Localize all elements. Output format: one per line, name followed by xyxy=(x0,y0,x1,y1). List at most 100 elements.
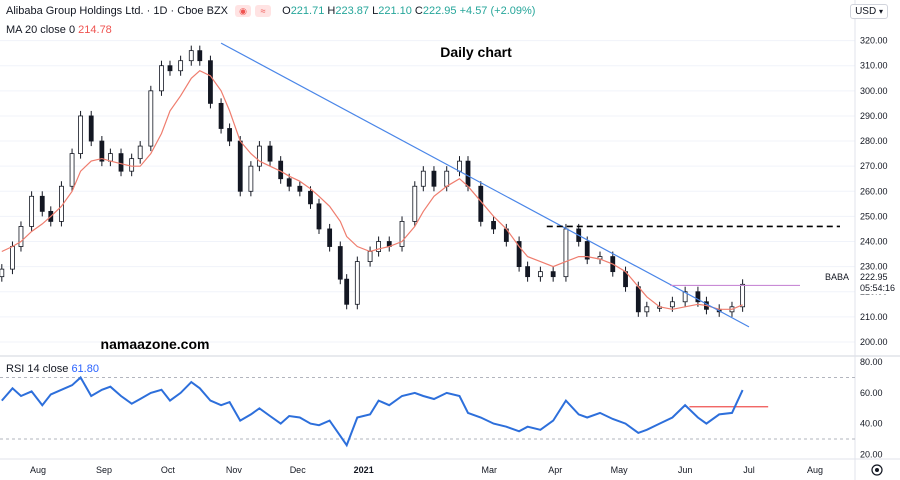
candle-body xyxy=(248,165,254,192)
rsi-tick-label: 40.00 xyxy=(860,419,883,429)
rsi-tick-label: 20.00 xyxy=(860,449,883,459)
time-tick-label: Oct xyxy=(161,465,176,475)
price-tick-label: 200.00 xyxy=(860,337,888,347)
candle-body xyxy=(0,268,5,278)
candle-body xyxy=(444,170,450,187)
rsi-tick-label: 60.00 xyxy=(860,388,883,398)
candle-body xyxy=(10,246,15,270)
rsi-axis[interactable]: 20.00 40.00 60.00 80.00 xyxy=(860,357,883,459)
candle-body xyxy=(327,228,333,247)
time-axis[interactable]: Aug Sep Oct Nov Dec 2021 Mar Apr May Jun Jul Aug xyxy=(30,465,823,475)
time-tick-label: Dec xyxy=(290,465,307,475)
rsi-legend[interactable]: RSI 14 close 61.80 xyxy=(6,363,99,375)
candle-body xyxy=(178,60,184,72)
price-tick-label: 290.00 xyxy=(860,111,888,121)
currency-selector[interactable]: USD ▾ xyxy=(850,4,888,19)
rsi-pane[interactable]: 20.00 40.00 60.00 80.00 xyxy=(0,357,883,459)
ma-label[interactable]: MA 20 close 0 xyxy=(6,24,76,36)
watermark-text: namaazone.com xyxy=(101,336,210,352)
last-price-tag-bg xyxy=(856,270,898,294)
candle-body xyxy=(465,160,471,187)
candle-body xyxy=(197,50,203,62)
candle-body xyxy=(237,140,243,192)
symbol-name[interactable]: Alibaba Group Holdings Ltd. xyxy=(6,5,144,17)
candle-body xyxy=(148,90,154,147)
legend-separator: · xyxy=(146,5,154,17)
legend-separator: · xyxy=(170,5,178,17)
candle-body xyxy=(431,170,437,187)
chevron-down-icon: ▾ xyxy=(878,7,883,16)
candle-body xyxy=(167,65,173,72)
candle-body xyxy=(344,278,350,305)
interval[interactable]: 1D xyxy=(153,5,168,17)
candle-body xyxy=(695,291,701,303)
low-value: 221.10 xyxy=(378,5,412,17)
candle-body xyxy=(525,266,531,278)
time-tick-label: Jul xyxy=(743,465,755,475)
low-label: L xyxy=(372,5,379,17)
last-price-tag: 222.95 05:54:16 xyxy=(856,270,898,294)
time-tick-label: Mar xyxy=(482,465,498,475)
currency-label: USD xyxy=(855,6,877,17)
candle-body xyxy=(39,195,45,212)
change-value: +4.57 (+2.09%) xyxy=(459,5,536,17)
candle-body xyxy=(88,115,94,142)
price-tick-label: 270.00 xyxy=(860,161,888,171)
time-tick-label: May xyxy=(611,465,629,475)
candle-body xyxy=(376,241,382,252)
price-tick-label: 230.00 xyxy=(860,262,888,272)
candle-body xyxy=(491,221,496,230)
compare-icon[interactable]: ≈ xyxy=(255,5,272,18)
candle-body xyxy=(537,271,543,278)
rsi-gridlines xyxy=(0,377,855,440)
price-tick-label: 250.00 xyxy=(860,211,888,221)
exchange: Cboe BZX xyxy=(177,5,228,17)
time-tick-label: Aug xyxy=(807,465,823,475)
candle-body xyxy=(316,203,322,230)
candle-body xyxy=(635,286,641,313)
gear-ring xyxy=(871,464,883,476)
time-tick-label: Nov xyxy=(226,465,243,475)
candle-body xyxy=(669,301,675,308)
candle-body xyxy=(267,145,273,162)
candle-body xyxy=(412,185,418,222)
ma-legend[interactable]: MA 20 close 0 214.78 xyxy=(6,24,112,36)
rsi-line xyxy=(1,375,744,448)
candle-body xyxy=(18,226,24,247)
last-price-value: 222.95 xyxy=(860,272,888,282)
settings-gear-icon[interactable] xyxy=(871,464,883,476)
candle-body xyxy=(740,283,746,308)
price-tick-label: 240.00 xyxy=(860,237,888,247)
candle-body xyxy=(188,50,194,62)
candle-body xyxy=(208,60,213,104)
open-label: O xyxy=(282,5,291,17)
ma20-line xyxy=(1,69,743,310)
candle-body xyxy=(644,306,650,313)
candle-body xyxy=(227,128,232,142)
price-axis[interactable]: 200.00210.00220.00230.00240.00250.00260.… xyxy=(860,36,888,347)
descending-trendline[interactable] xyxy=(220,42,750,328)
price-tick-label: 310.00 xyxy=(860,61,888,71)
visibility-eye-icon[interactable]: ◉ xyxy=(235,5,252,18)
candle-body xyxy=(550,271,556,278)
time-tick-label: 2021 xyxy=(354,465,374,475)
price-tick-label: 210.00 xyxy=(860,312,888,322)
candle-body xyxy=(457,160,462,172)
price-gridlines xyxy=(0,40,855,343)
candle-body xyxy=(308,190,313,205)
time-tick-label: Sep xyxy=(96,465,112,475)
candle-body xyxy=(367,251,373,262)
rsi-label[interactable]: RSI 14 close xyxy=(6,363,69,375)
candle-body xyxy=(129,158,135,172)
high-value: 223.87 xyxy=(335,5,370,17)
rsi-tick-label: 80.00 xyxy=(860,357,883,367)
candle-body xyxy=(78,115,83,155)
candle-body xyxy=(420,170,426,187)
candle-body xyxy=(118,153,124,172)
candle-body xyxy=(159,65,164,92)
open-value: 221.71 xyxy=(290,5,325,17)
symbol-legend[interactable]: Alibaba Group Holdings Ltd. · 1D · Cboe … xyxy=(6,5,536,18)
rsi-value: 61.80 xyxy=(71,363,99,375)
